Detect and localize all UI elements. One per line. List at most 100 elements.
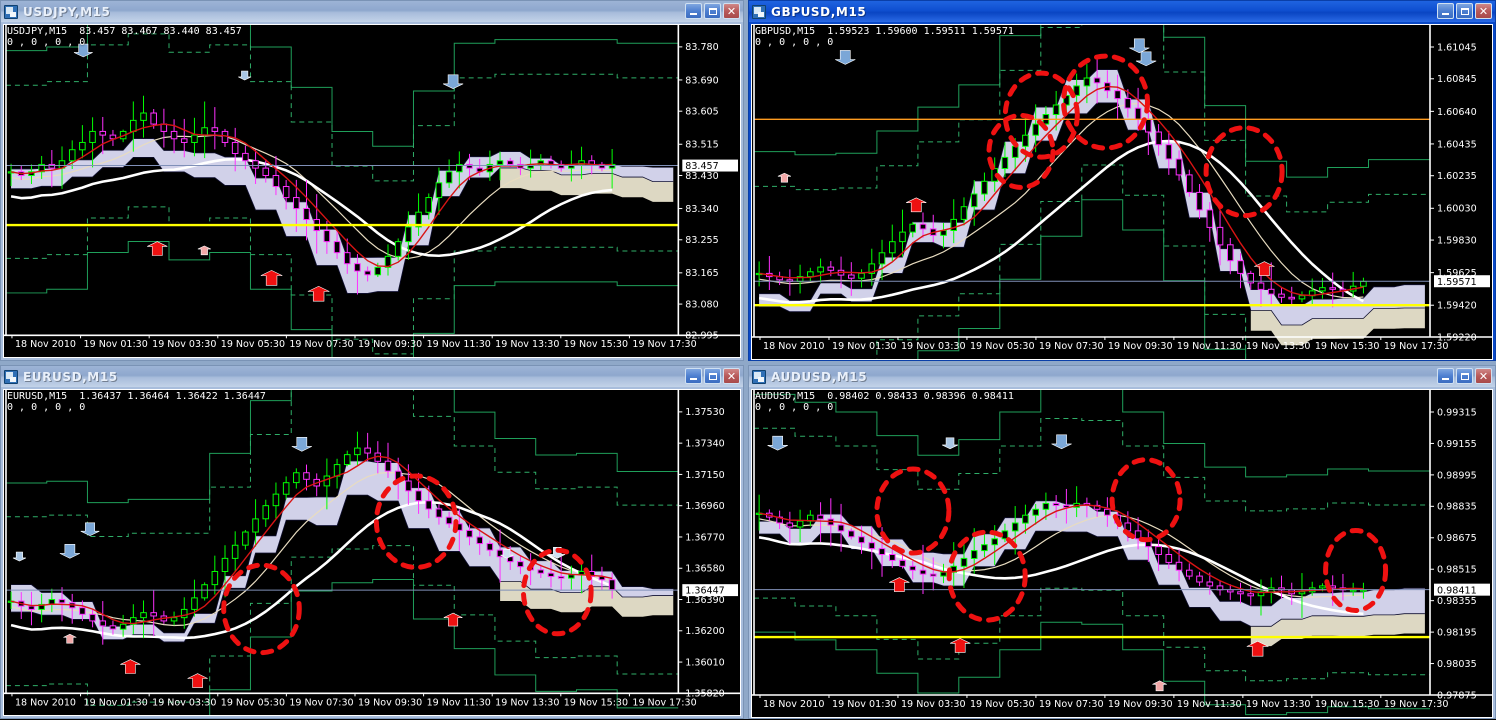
svg-text:18 Nov 2010: 18 Nov 2010 xyxy=(15,339,76,350)
chart-plot-gbpusd: 1.610451.608451.606401.604351.602351.600… xyxy=(752,25,1492,359)
window-title: EURUSD,M15 xyxy=(23,370,118,384)
svg-text:18 Nov 2010: 18 Nov 2010 xyxy=(763,699,824,710)
svg-text:19 Nov 11:30: 19 Nov 11:30 xyxy=(427,339,491,350)
svg-text:19 Nov 13:30: 19 Nov 13:30 xyxy=(495,697,559,708)
window-controls[interactable]: ✕ xyxy=(1437,3,1492,19)
chart-window-icon xyxy=(752,5,766,19)
svg-text:19 Nov 15:30: 19 Nov 15:30 xyxy=(564,697,628,708)
chart-plot-eurusd: 1.375301.373401.371501.369601.367701.365… xyxy=(4,390,740,715)
svg-text:0.98035: 0.98035 xyxy=(1437,659,1477,670)
chart-window-usdjpy[interactable]: USDJPY,M15 ✕ USDJPY,M15 83.457 83.467 83… xyxy=(0,0,744,361)
svg-text:83.690: 83.690 xyxy=(685,75,718,86)
svg-text:0.98411: 0.98411 xyxy=(1437,585,1477,596)
chart-canvas-eurusd[interactable]: EURUSD,M15 1.36437 1.36464 1.36422 1.364… xyxy=(3,389,741,716)
svg-text:19 Nov 09:30: 19 Nov 09:30 xyxy=(358,339,422,350)
svg-text:19 Nov 15:30: 19 Nov 15:30 xyxy=(564,339,628,350)
svg-text:0.98515: 0.98515 xyxy=(1437,565,1477,576)
svg-text:19 Nov 03:30: 19 Nov 03:30 xyxy=(901,699,966,710)
svg-text:1.60845: 1.60845 xyxy=(1437,74,1477,85)
close-button[interactable]: ✕ xyxy=(1475,368,1492,384)
svg-text:19 Nov 15:30: 19 Nov 15:30 xyxy=(1315,341,1380,352)
svg-text:1.59420: 1.59420 xyxy=(1437,301,1477,312)
svg-text:19 Nov 01:30: 19 Nov 01:30 xyxy=(832,699,897,710)
svg-text:19 Nov 05:30: 19 Nov 05:30 xyxy=(221,339,285,350)
svg-text:18 Nov 2010: 18 Nov 2010 xyxy=(763,341,824,352)
svg-text:19 Nov 09:30: 19 Nov 09:30 xyxy=(1108,699,1173,710)
svg-text:19 Nov 01:30: 19 Nov 01:30 xyxy=(84,339,148,350)
titlebar-gbpusd[interactable]: GBPUSD,M15 ✕ xyxy=(749,1,1495,22)
close-button[interactable]: ✕ xyxy=(723,3,740,19)
svg-text:19 Nov 13:30: 19 Nov 13:30 xyxy=(1246,699,1311,710)
svg-text:19 Nov 11:30: 19 Nov 11:30 xyxy=(427,697,491,708)
svg-text:0.99155: 0.99155 xyxy=(1437,439,1477,450)
close-button[interactable]: ✕ xyxy=(1475,3,1492,19)
chart-window-eurusd[interactable]: EURUSD,M15 ✕ EURUSD,M15 1.36437 1.36464 … xyxy=(0,365,744,719)
svg-text:0.98675: 0.98675 xyxy=(1437,533,1477,544)
chart-plot-audusd: 0.993150.991550.989950.988350.986750.985… xyxy=(752,390,1492,717)
titlebar-audusd[interactable]: AUDUSD,M15 ✕ xyxy=(749,366,1495,387)
svg-text:83.255: 83.255 xyxy=(685,235,718,246)
titlebar-eurusd[interactable]: EURUSD,M15 ✕ xyxy=(1,366,743,387)
svg-text:0.98995: 0.98995 xyxy=(1437,470,1477,481)
svg-text:19 Nov 11:30: 19 Nov 11:30 xyxy=(1177,699,1242,710)
svg-text:1.36580: 1.36580 xyxy=(685,564,724,575)
svg-text:0.98195: 0.98195 xyxy=(1437,628,1477,639)
client-area-usdjpy: USDJPY,M15 83.457 83.467 83.440 83.457 0… xyxy=(1,22,743,360)
svg-text:19 Nov 05:30: 19 Nov 05:30 xyxy=(221,697,285,708)
minimize-button[interactable] xyxy=(685,368,702,384)
svg-text:83.340: 83.340 xyxy=(685,204,718,215)
window-title: GBPUSD,M15 xyxy=(771,5,866,19)
chart-window-icon xyxy=(4,5,18,19)
svg-text:19 Nov 17:30: 19 Nov 17:30 xyxy=(632,339,696,350)
window-controls[interactable]: ✕ xyxy=(1437,368,1492,384)
svg-text:1.60640: 1.60640 xyxy=(1437,107,1477,118)
minimize-button[interactable] xyxy=(1437,368,1454,384)
maximize-button[interactable] xyxy=(1456,3,1473,19)
svg-text:19 Nov 01:30: 19 Nov 01:30 xyxy=(832,341,897,352)
svg-text:1.61045: 1.61045 xyxy=(1437,42,1477,53)
chart-canvas-usdjpy[interactable]: USDJPY,M15 83.457 83.467 83.440 83.457 0… xyxy=(3,24,741,358)
minimize-button[interactable] xyxy=(1437,3,1454,19)
chart-window-audusd[interactable]: AUDUSD,M15 ✕ AUDUSD,M15 0.98402 0.98433 … xyxy=(748,365,1496,719)
chart-canvas-audusd[interactable]: AUDUSD,M15 0.98402 0.98433 0.98396 0.984… xyxy=(751,389,1493,718)
svg-text:1.60030: 1.60030 xyxy=(1437,204,1477,215)
svg-text:19 Nov 05:30: 19 Nov 05:30 xyxy=(970,699,1035,710)
svg-text:19 Nov 01:30: 19 Nov 01:30 xyxy=(84,697,148,708)
client-area-audusd: AUDUSD,M15 0.98402 0.98433 0.98396 0.984… xyxy=(749,387,1495,720)
svg-text:19 Nov 07:30: 19 Nov 07:30 xyxy=(289,697,353,708)
client-area-gbpusd: GBPUSD,M15 1.59523 1.59600 1.59511 1.595… xyxy=(749,22,1495,362)
window-title: AUDUSD,M15 xyxy=(771,370,867,384)
svg-text:1.36960: 1.36960 xyxy=(685,501,724,512)
chart-window-icon xyxy=(4,370,18,384)
svg-text:0.98355: 0.98355 xyxy=(1437,596,1477,607)
svg-text:0.98835: 0.98835 xyxy=(1437,502,1477,513)
maximize-button[interactable] xyxy=(704,368,721,384)
titlebar-usdjpy[interactable]: USDJPY,M15 ✕ xyxy=(1,1,743,22)
window-controls[interactable]: ✕ xyxy=(685,3,740,19)
svg-text:1.60435: 1.60435 xyxy=(1437,139,1477,150)
minimize-button[interactable] xyxy=(685,3,702,19)
svg-text:1.36770: 1.36770 xyxy=(685,532,724,543)
close-button[interactable]: ✕ xyxy=(723,368,740,384)
chart-canvas-gbpusd[interactable]: GBPUSD,M15 1.59523 1.59600 1.59511 1.595… xyxy=(751,24,1493,360)
svg-text:1.36447: 1.36447 xyxy=(685,586,724,597)
svg-text:83.605: 83.605 xyxy=(685,107,718,118)
svg-text:83.515: 83.515 xyxy=(685,140,718,151)
chart-window-icon xyxy=(752,370,766,384)
maximize-button[interactable] xyxy=(704,3,721,19)
svg-text:19 Nov 05:30: 19 Nov 05:30 xyxy=(970,341,1035,352)
window-controls[interactable]: ✕ xyxy=(685,368,740,384)
svg-text:19 Nov 13:30: 19 Nov 13:30 xyxy=(495,339,559,350)
svg-text:83.430: 83.430 xyxy=(685,171,718,182)
svg-text:19 Nov 03:30: 19 Nov 03:30 xyxy=(152,339,216,350)
svg-text:19 Nov 07:30: 19 Nov 07:30 xyxy=(289,339,353,350)
chart-plot-usdjpy: 83.78083.69083.60583.51583.43083.34083.2… xyxy=(4,25,740,357)
svg-text:19 Nov 17:30: 19 Nov 17:30 xyxy=(1384,341,1449,352)
svg-text:19 Nov 07:30: 19 Nov 07:30 xyxy=(1039,699,1104,710)
svg-text:19 Nov 13:30: 19 Nov 13:30 xyxy=(1246,341,1311,352)
chart-window-gbpusd[interactable]: GBPUSD,M15 ✕ GBPUSD,M15 1.59523 1.59600 … xyxy=(748,0,1496,361)
svg-text:1.37340: 1.37340 xyxy=(685,439,724,450)
maximize-button[interactable] xyxy=(1456,368,1473,384)
svg-text:19 Nov 15:30: 19 Nov 15:30 xyxy=(1315,699,1380,710)
svg-text:19 Nov 17:30: 19 Nov 17:30 xyxy=(632,697,696,708)
